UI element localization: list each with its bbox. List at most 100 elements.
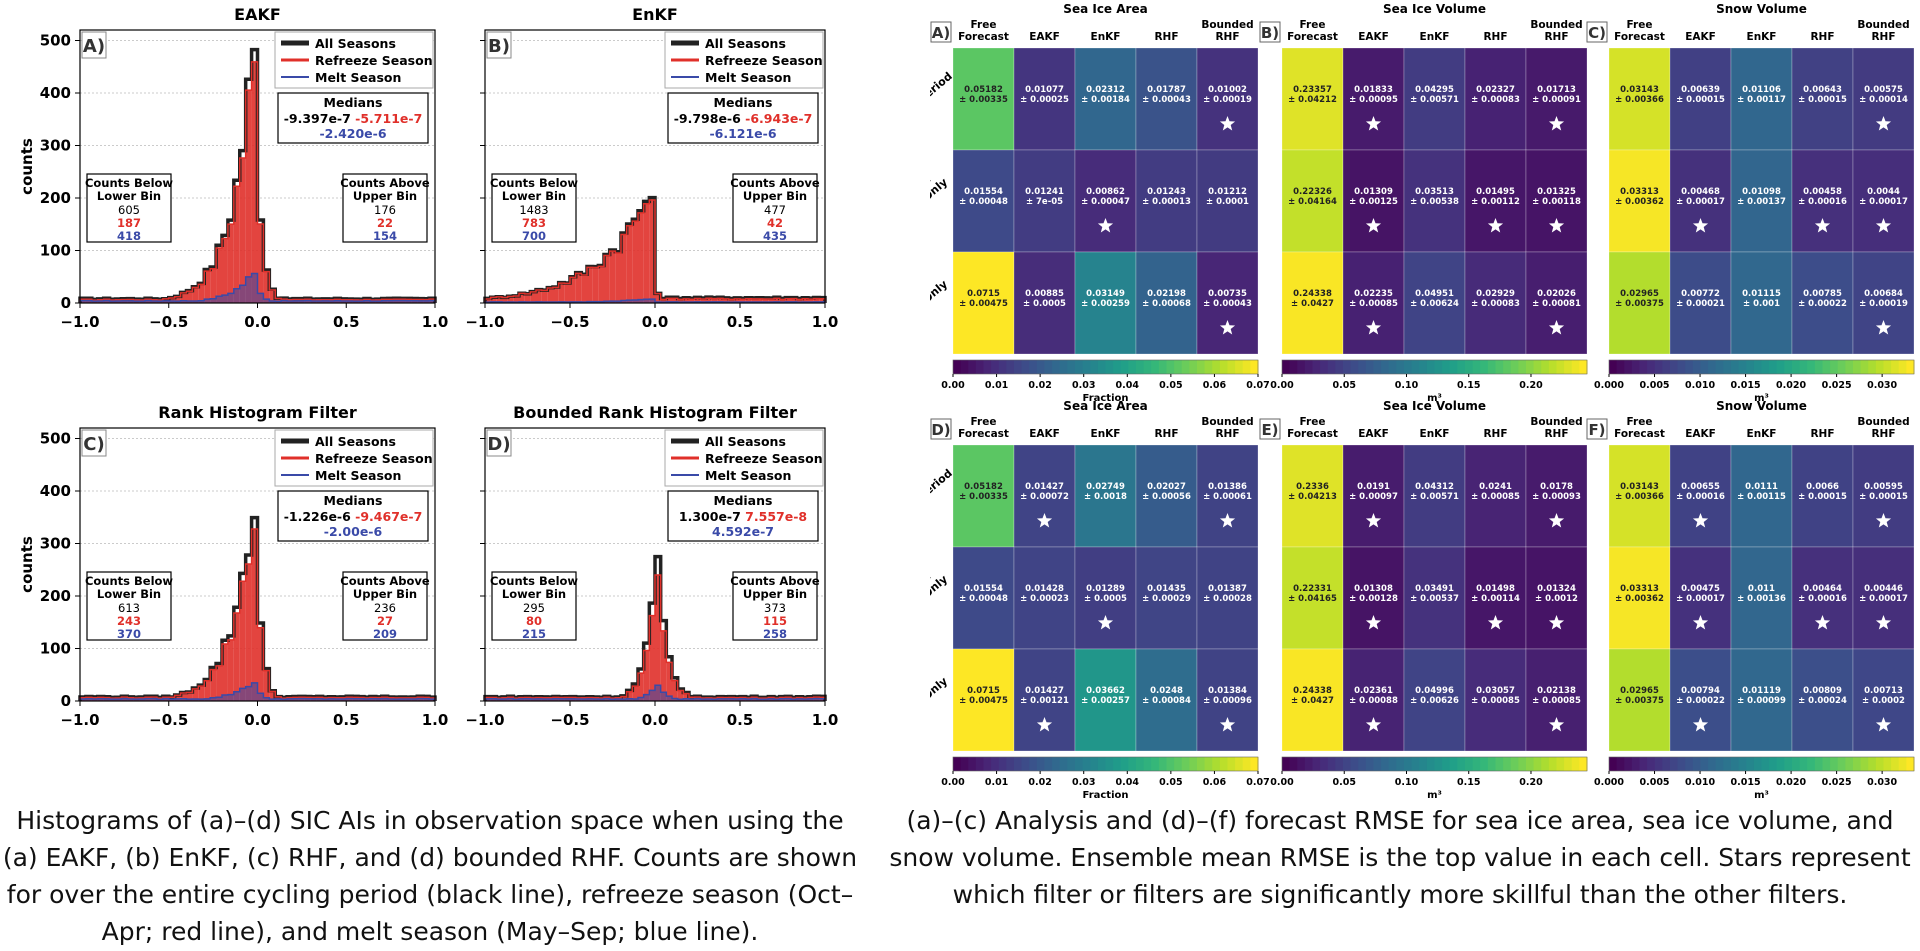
colorbar-segment <box>1837 757 1846 771</box>
cell-value: 0.011 <box>1748 584 1775 594</box>
colorbar-segment <box>1396 757 1405 771</box>
cell-error: ± 0.00083 <box>1471 299 1520 309</box>
colorbar-tick-label: 0.04 <box>1116 777 1140 788</box>
melt-bar <box>115 300 122 303</box>
column-label: Bounded RHF <box>1201 19 1253 43</box>
refreeze-bar <box>604 255 610 303</box>
heatmap-cell <box>1464 648 1527 752</box>
refreeze-bar <box>530 291 536 303</box>
cell-error: ± 0.00013 <box>1142 197 1191 207</box>
colorbar-segment <box>1174 360 1183 374</box>
cell-value: 0.00684 <box>1864 289 1903 299</box>
cell-error: ± 0.00112 <box>1471 197 1520 207</box>
melt-bar <box>723 698 729 701</box>
column-label-line: Forecast <box>1287 428 1338 440</box>
cell-value: 0.01787 <box>1147 85 1186 95</box>
melt-bar <box>121 300 128 303</box>
median-refreeze: -9.467e-7 <box>355 509 422 524</box>
refreeze-bar <box>672 680 678 701</box>
colorbar-segment <box>1044 360 1053 374</box>
melt-bar <box>216 296 222 303</box>
melt-bar <box>216 697 222 701</box>
colorbar-segment <box>1044 757 1053 771</box>
colorbar-segment <box>1609 360 1618 374</box>
heatmap-cell <box>1196 251 1259 355</box>
counts-below-subtitle: Lower Bin <box>502 587 566 601</box>
colorbar-segment <box>1860 360 1869 374</box>
cell-value: 0.03491 <box>1415 584 1454 594</box>
panel-title: Rank Histogram Filter <box>158 403 357 422</box>
x-tick-label: 0.5 <box>333 711 360 729</box>
median-all: -1.226e-6 <box>284 509 355 524</box>
cell-value: 0.02749 <box>1086 482 1125 492</box>
counts-below-all: 605 <box>118 203 140 217</box>
melt-bar <box>796 698 803 701</box>
heatmap-cell <box>1403 444 1466 548</box>
refreeze-bar <box>632 686 638 701</box>
cell-value: 0.01386 <box>1208 482 1247 492</box>
column-label: Free Forecast <box>1614 416 1665 440</box>
melt-bar <box>689 699 695 701</box>
colorbar-segment <box>1059 757 1068 771</box>
colorbar-segment <box>1373 360 1382 374</box>
colorbar-tick-label: 0.07 <box>1246 777 1269 788</box>
refreeze-bar <box>186 692 193 701</box>
colorbar-segment <box>1097 360 1106 374</box>
colorbar-tick-label: 0.05 <box>1159 380 1182 391</box>
heatmap-cell <box>1196 444 1259 548</box>
cell-value: 0.01428 <box>1025 584 1064 594</box>
medians-line: -1.226e-6 -9.467e-7 <box>284 509 423 524</box>
cell-error: ± 0.00072 <box>1020 492 1069 502</box>
y-tick-label: 0 <box>61 692 71 710</box>
colorbar-segment <box>1449 757 1458 771</box>
refreeze-bar <box>728 299 735 303</box>
cell-value: 0.01498 <box>1476 584 1515 594</box>
heatmap-cell <box>1074 546 1137 650</box>
panel-label-box <box>81 31 107 59</box>
refreeze-line <box>484 199 826 303</box>
heatmap-cell <box>1281 444 1344 548</box>
significance-star <box>1875 615 1892 630</box>
medians-title: Medians <box>324 95 383 110</box>
colorbar-segment <box>1097 757 1106 771</box>
colorbar-segment <box>1426 360 1435 374</box>
colorbar-segment <box>1510 757 1519 771</box>
colorbar-segment <box>1875 757 1884 771</box>
cell-error: ± 0.00091 <box>1532 95 1581 105</box>
melt-bar <box>115 699 122 701</box>
counts-above-title: Counts Above <box>730 176 820 190</box>
colorbar-segment <box>1647 757 1656 771</box>
melt-bar <box>530 699 536 701</box>
colorbar-segment <box>1830 360 1839 374</box>
colorbar-segment <box>1304 360 1313 374</box>
refreeze-bar <box>192 688 199 701</box>
colorbar-segment <box>1541 757 1550 771</box>
colorbar-segment <box>1181 360 1190 374</box>
legend-entry: Melt Season <box>315 70 401 85</box>
heatmap-cell <box>1791 444 1854 548</box>
colorbar-segment <box>1219 360 1228 374</box>
colorbar-segment <box>1906 360 1915 374</box>
melt-line <box>79 682 436 701</box>
counts-below-all: 295 <box>523 601 545 615</box>
histogram-caption: Histograms of (a)–(d) SIC AIs in observa… <box>2 806 858 946</box>
colorbar-tick-label: 0.02 <box>1028 380 1051 391</box>
cell-error: ± 0.00571 <box>1410 95 1459 105</box>
melt-bar <box>204 299 211 303</box>
cell-value: 0.00655 <box>1681 482 1720 492</box>
median-all: -9.397e-7 <box>284 111 355 126</box>
colorbar-segment <box>1860 757 1869 771</box>
counts-above-subtitle: Upper Bin <box>743 189 807 203</box>
cell-value: 0.04295 <box>1415 85 1454 95</box>
refreeze-bar <box>485 298 491 303</box>
melt-bar <box>257 693 264 701</box>
colorbar-segment <box>1021 757 1030 771</box>
heatmap-cell <box>1196 149 1259 253</box>
counts-above-all: 477 <box>764 203 786 217</box>
melt-bar <box>304 698 311 701</box>
colorbar-segment <box>1289 360 1298 374</box>
counts-below-subtitle: Lower Bin <box>97 189 161 203</box>
